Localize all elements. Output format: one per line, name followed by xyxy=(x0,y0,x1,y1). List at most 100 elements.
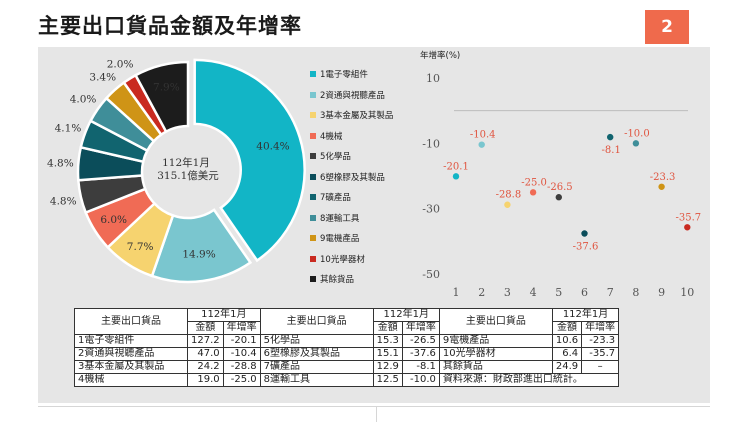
legend-label: 9電機產品 xyxy=(320,234,360,245)
table-header-growth-2: 年增率 xyxy=(401,321,440,335)
donut-slice-label: 40.4% xyxy=(256,141,289,153)
donut-slice-label: 14.9% xyxy=(182,248,215,260)
donut-slice-label: 4.8% xyxy=(47,157,74,169)
legend-item: 1電子零組件 xyxy=(310,64,420,85)
legend-label: 2資通與視聽產品 xyxy=(320,90,385,101)
table-cell-amount: 12.5 xyxy=(372,373,403,387)
page-number-badge: 2 xyxy=(645,10,689,44)
table-cell-growth: -35.7 xyxy=(581,347,620,361)
table-header-growth-1: 年增率 xyxy=(222,321,261,335)
legend-label: 7礦產品 xyxy=(320,193,351,204)
table-cell-amount: 10.6 xyxy=(551,334,583,348)
table-cell-name: 1電子零組件 xyxy=(74,334,188,348)
page-title: 主要出口貨品金額及年增率 xyxy=(38,14,302,38)
donut-slice-label: 7.7% xyxy=(127,241,154,253)
scatter-point-label: -10.4 xyxy=(470,130,496,141)
donut-center-label-total: 315.1億美元 xyxy=(157,169,219,182)
scatter-point xyxy=(478,141,485,148)
footer-divider xyxy=(38,406,710,407)
scatter-point-label: -23.3 xyxy=(650,172,676,183)
x-tick-label: 3 xyxy=(504,286,511,299)
donut-slice-label: 3.4% xyxy=(89,72,116,84)
table-header-item-2: 主要出口貨品 xyxy=(259,308,374,335)
table-cell-growth: -37.6 xyxy=(401,347,440,361)
legend-item: 8運輸工具 xyxy=(310,208,420,229)
legend-item: 6塑橡膠及其製品 xyxy=(310,167,420,188)
legend-swatch xyxy=(310,255,316,262)
table-cell-name: 9電機產品 xyxy=(438,334,553,348)
table-source-note: 資料來源：財政部進出口統計。 xyxy=(438,373,620,387)
x-tick-label: 5 xyxy=(555,286,562,299)
legend-label: 6塑橡膠及其製品 xyxy=(320,172,385,183)
legend-label: 其餘貨品 xyxy=(320,275,355,286)
legend-label: 5化學品 xyxy=(320,152,351,163)
table-row: 4機械 19.0 -25.0 8運輸工具 12.5 -10.0 資料來源：財政部… xyxy=(74,373,620,387)
scatter-point xyxy=(632,140,640,147)
table-cell-amount: 15.1 xyxy=(372,347,403,361)
x-tick-label: 2 xyxy=(478,286,485,299)
y-tick-label: -30 xyxy=(422,203,440,216)
scatter-point xyxy=(607,133,614,141)
donut-slice-label: 4.0% xyxy=(70,94,97,106)
donut-slice-label: 4.8% xyxy=(50,196,77,208)
table-cell-growth: -26.5 xyxy=(401,334,440,348)
donut-slice xyxy=(193,58,306,263)
x-tick-label: 10 xyxy=(680,286,694,299)
legend-item: 5化學品 xyxy=(310,146,420,167)
legend: 1電子零組件 2資通與視聽產品 3基本金屬及其製品 4機械 5化學品 6塑橡膠及其製品 7礦… xyxy=(310,64,420,290)
table-cell-name: 10光學器材 xyxy=(438,347,553,361)
legend-item: 2資通與視聽產品 xyxy=(310,85,420,106)
table-cell-amount: 127.2 xyxy=(187,334,224,348)
table-cell-name: 3基本金屬及其製品 xyxy=(74,360,188,374)
legend-swatch xyxy=(310,132,316,139)
table-cell-amount: 19.0 xyxy=(187,373,224,387)
legend-item: 10光學器材 xyxy=(310,249,420,270)
table-cell-growth: – xyxy=(581,360,620,374)
y-tick-label: -50 xyxy=(422,268,440,281)
legend-swatch xyxy=(310,173,316,180)
scatter-point-label: -28.8 xyxy=(496,190,522,201)
scatter-point-label: -35.7 xyxy=(675,212,701,223)
table-cell-growth: -23.3 xyxy=(581,334,620,348)
table-cell-growth: -10.0 xyxy=(401,373,440,387)
legend-label: 1電子零組件 xyxy=(320,70,368,81)
legend-label: 10光學器材 xyxy=(320,254,365,265)
donut-slice xyxy=(133,60,190,134)
table-cell-name: 5化學品 xyxy=(259,334,374,348)
scatter-point-label: -8.1 xyxy=(602,145,621,156)
scatter-point-label: -37.6 xyxy=(573,241,599,252)
table-header-amount-3: 金額 xyxy=(551,321,583,335)
table-cell-name: 8運輸工具 xyxy=(259,373,374,387)
x-tick-label: 9 xyxy=(658,286,665,299)
scatter-point xyxy=(529,189,537,196)
donut-chart: 40.4% 14.9% 7.7% 6.0% 4.8% 4.8% 4.1% 4.0% 3.4% 2.… xyxy=(47,58,306,284)
scatter-y-axis-label: 年增率(%) xyxy=(420,50,460,61)
table-row: 1電子零組件 127.2 -20.1 5化學品 15.3 -26.5 9電機產品… xyxy=(74,334,620,348)
legend-label: 8運輸工具 xyxy=(320,213,360,224)
table-cell-amount: 24.2 xyxy=(187,360,224,374)
donut-center-label-period: 112年1月 xyxy=(162,156,210,169)
export-table: 主要出口貨品 112年1月 主要出口貨品 112年1月 主要出口貨品 112年1… xyxy=(74,308,620,387)
legend-label: 3基本金屬及其製品 xyxy=(320,111,394,122)
table-header-amount-1: 金額 xyxy=(187,321,224,335)
scatter-point xyxy=(581,230,588,237)
donut-slice-label: 7.9% xyxy=(153,82,180,94)
table-header-period-1: 112年1月 xyxy=(187,308,261,322)
table-cell-growth: -10.4 xyxy=(222,347,261,361)
scatter-point xyxy=(504,201,511,208)
x-tick-label: 4 xyxy=(530,286,537,299)
scatter-chart: 年增率(%) 10 -10 -30 -50 1 2 3 4 5 6 7 8 9 10 -20.1 -10.… xyxy=(420,50,701,299)
x-tick-label: 7 xyxy=(607,286,614,299)
table-header-amount-2: 金額 xyxy=(372,321,403,335)
table-cell-amount: 24.9 xyxy=(551,360,583,374)
legend-item: 其餘貨品 xyxy=(310,269,420,290)
scatter-point-label: -26.5 xyxy=(547,182,573,193)
scatter-point xyxy=(684,224,691,231)
table-cell-amount: 15.3 xyxy=(372,334,403,348)
x-tick-label: 8 xyxy=(632,286,639,299)
legend-swatch xyxy=(310,194,316,201)
table-cell-growth: -25.0 xyxy=(222,373,261,387)
scatter-point-label: -20.1 xyxy=(443,161,469,172)
table-cell-amount: 47.0 xyxy=(187,347,224,361)
legend-swatch xyxy=(310,276,316,283)
